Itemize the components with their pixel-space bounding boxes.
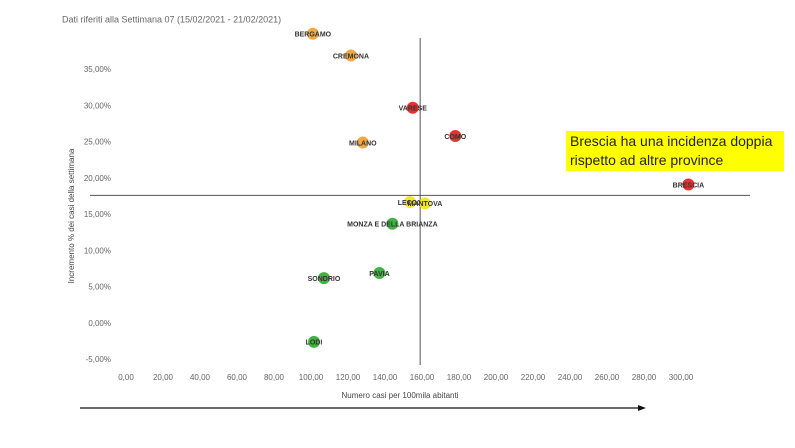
point xyxy=(403,195,416,208)
x-tick-label: 120,00 xyxy=(336,373,361,382)
point-label: BRESCIA xyxy=(673,182,705,189)
point xyxy=(406,101,419,114)
y-tick-label: 5,00% xyxy=(88,283,111,292)
point xyxy=(344,49,357,62)
y-tick-label: 30,00% xyxy=(84,101,111,110)
y-tick-label: 35,00% xyxy=(84,65,111,74)
point xyxy=(386,217,399,230)
point xyxy=(682,178,695,191)
point-label: VARESE xyxy=(399,106,428,113)
point-label: MILANO xyxy=(349,140,377,147)
x-tick-label: 40,00 xyxy=(190,373,211,382)
point xyxy=(317,272,330,285)
x-tick-label: 240,00 xyxy=(558,373,583,382)
y-tick-label: 25,00% xyxy=(84,138,111,147)
point-label: LECCO xyxy=(398,200,423,207)
y-tick-label: 15,00% xyxy=(84,210,111,219)
point xyxy=(373,267,386,279)
point xyxy=(307,335,320,348)
x-tick-label: 280,00 xyxy=(632,373,657,382)
x-tick-label: 300,00 xyxy=(669,373,694,382)
y-tick-label: -5,00% xyxy=(86,355,111,364)
x-tick-label: 60,00 xyxy=(227,373,248,382)
x-tick-label: 220,00 xyxy=(521,373,546,382)
point xyxy=(306,27,319,40)
point-label: MANTOVA xyxy=(408,201,443,208)
x-tick-label: 180,00 xyxy=(447,373,472,382)
x-tick-label: 20,00 xyxy=(153,373,174,382)
arrow-head xyxy=(638,405,646,411)
chart-title: Dati riferiti alla Settimana 07 (15/02/2… xyxy=(62,14,281,24)
point-label: COMO xyxy=(444,134,466,141)
y-tick-label: 0,00% xyxy=(88,319,111,328)
x-tick-label: 0,00 xyxy=(118,373,134,382)
x-tick-label: 80,00 xyxy=(264,373,285,382)
point-label: LODI xyxy=(306,340,323,347)
annotation: Brescia ha una incidenza doppia rispetto… xyxy=(566,131,784,171)
y-axis-label: Incremento % dei casi della settimana xyxy=(67,148,76,283)
point xyxy=(449,129,462,142)
point-label: MONZA E DELLA BRIANZA xyxy=(347,222,437,229)
x-tick-label: 160,00 xyxy=(410,373,435,382)
x-tick-label: 200,00 xyxy=(484,373,509,382)
y-tick-label: 10,00% xyxy=(84,246,111,255)
point xyxy=(418,197,431,210)
y-tick-label: 20,00% xyxy=(84,174,111,183)
x-tick-label: 140,00 xyxy=(373,373,398,382)
x-tick-label: 260,00 xyxy=(595,373,620,382)
point-label: CREMONA xyxy=(333,53,369,60)
point-label: BERGAMO xyxy=(295,32,332,39)
x-tick-label: 100,00 xyxy=(299,373,324,382)
point-label: SONDRIO xyxy=(308,276,341,283)
point xyxy=(356,136,369,149)
x-axis-label: Numero casi per 100mila abitanti xyxy=(342,391,459,400)
point-label: PAVIA xyxy=(369,271,389,278)
